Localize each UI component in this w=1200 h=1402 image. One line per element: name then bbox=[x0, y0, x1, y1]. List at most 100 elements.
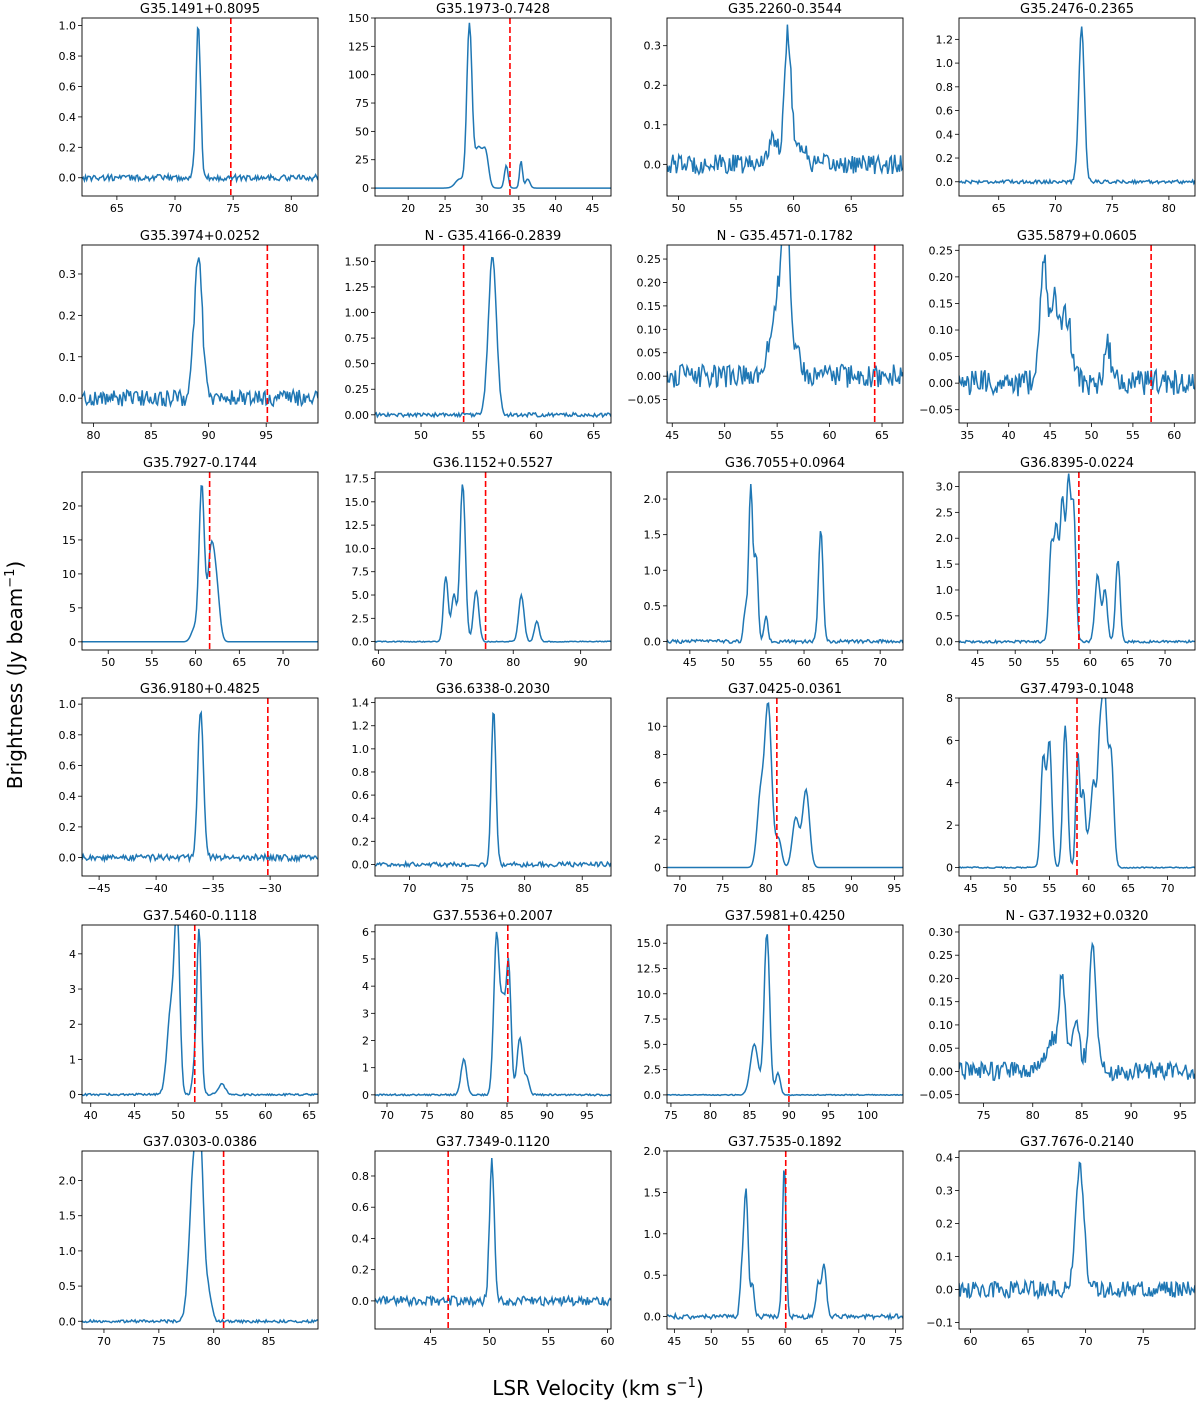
panel-title: G36.9180+0.4825 bbox=[140, 682, 260, 697]
x-tick-label: 85 bbox=[1075, 1109, 1089, 1122]
x-tick-label: 50 bbox=[171, 1109, 185, 1122]
x-tick-label: 70 bbox=[1158, 656, 1172, 669]
y-tick-label: 1.0 bbox=[644, 564, 662, 577]
y-tick-label: 0.0 bbox=[59, 852, 77, 865]
y-tick-label: 1.2 bbox=[352, 720, 370, 733]
y-tick-label: 0.1 bbox=[59, 351, 77, 364]
panel-frame bbox=[374, 1150, 612, 1330]
panel-title: G37.5981+0.4250 bbox=[725, 909, 845, 924]
x-tick-label: 60 bbox=[529, 429, 543, 442]
x-tick-label: 65 bbox=[1121, 882, 1135, 895]
x-tick-label: 85 bbox=[743, 1109, 757, 1122]
x-tick-label: 95 bbox=[580, 1109, 594, 1122]
y-tick-label: 0.1 bbox=[644, 119, 662, 132]
y-tick-label: 8 bbox=[946, 692, 953, 705]
y-tick-label: 2.0 bbox=[59, 1175, 77, 1188]
y-tick-label: 1 bbox=[362, 1062, 369, 1075]
y-tick-label: 3 bbox=[362, 1007, 369, 1020]
panel-frame bbox=[81, 244, 319, 424]
x-tick-label: 50 bbox=[672, 202, 686, 215]
y-tick-label: 0.0 bbox=[352, 858, 370, 871]
x-tick-label: 50 bbox=[721, 656, 735, 669]
y-tick-label: 0.4 bbox=[936, 128, 954, 141]
panel-title: G36.6338-0.2030 bbox=[436, 682, 550, 697]
y-tick-label: 0.6 bbox=[352, 1201, 370, 1214]
y-tick-label: 0 bbox=[946, 862, 953, 875]
y-tick-label: 0.6 bbox=[59, 760, 77, 773]
panel-frame bbox=[666, 244, 904, 424]
x-tick-label: 65 bbox=[232, 656, 246, 669]
y-tick-label: 0.00 bbox=[637, 370, 662, 383]
y-tick-label: 0.20 bbox=[929, 972, 954, 985]
panel-frame bbox=[958, 17, 1196, 197]
x-tick-label: 70 bbox=[97, 1335, 111, 1348]
y-tick-label: 0.0 bbox=[936, 176, 954, 189]
spectrum-line bbox=[959, 1161, 1195, 1301]
x-tick-label: 70 bbox=[380, 1109, 394, 1122]
y-tick-label: 0.2 bbox=[59, 821, 77, 834]
y-tick-label: 2 bbox=[69, 1018, 76, 1031]
x-tick-label: 80 bbox=[284, 202, 298, 215]
spectrum-line bbox=[82, 257, 318, 409]
spectrum-panel: G37.4793-0.1048 45 50 55 60 65 70 0 2 4 6 8 bbox=[946, 682, 1196, 895]
x-tick-label: 50 bbox=[704, 1335, 718, 1348]
x-tick-label: −45 bbox=[87, 882, 110, 895]
x-tick-label: −35 bbox=[202, 882, 225, 895]
spectrum-line bbox=[959, 473, 1195, 645]
x-tick-label: 60 bbox=[787, 202, 801, 215]
panel-frame bbox=[958, 244, 1196, 424]
panel-frame bbox=[81, 924, 319, 1104]
y-tick-label: 0.4 bbox=[59, 111, 77, 124]
y-tick-label: 150 bbox=[348, 12, 369, 25]
x-tick-label: 45 bbox=[665, 429, 679, 442]
spectrum-panel: G36.1152+0.5527 60 70 80 90 0.0 2.5 5.0 7.5 10.0 1… bbox=[345, 456, 612, 669]
x-tick-label: 50 bbox=[1003, 882, 1017, 895]
x-tick-label: 25 bbox=[438, 202, 452, 215]
x-tick-label: 70 bbox=[873, 656, 887, 669]
y-tick-label: 0 bbox=[69, 636, 76, 649]
panel-frame bbox=[374, 471, 612, 651]
y-tick-label: 0.2 bbox=[644, 79, 662, 92]
x-tick-label: 50 bbox=[718, 429, 732, 442]
y-tick-label: 0.0 bbox=[936, 636, 954, 649]
x-tick-label: 70 bbox=[852, 1335, 866, 1348]
x-tick-label: 80 bbox=[518, 882, 532, 895]
y-tick-label: 0.5 bbox=[644, 1269, 662, 1282]
panel-frame bbox=[958, 697, 1196, 877]
spectrum-line bbox=[82, 1151, 318, 1325]
x-tick-label: 60 bbox=[1083, 656, 1097, 669]
x-tick-label: 85 bbox=[144, 429, 158, 442]
spectrum-line bbox=[667, 24, 903, 176]
x-tick-label: 60 bbox=[189, 656, 203, 669]
y-tick-label: 5.0 bbox=[644, 1038, 662, 1051]
y-tick-label: 5.0 bbox=[352, 589, 370, 602]
panel-title: G37.0303-0.0386 bbox=[143, 1135, 257, 1150]
panel-title: N - G37.1932+0.0320 bbox=[1006, 909, 1149, 924]
panel-title: G35.1973-0.7428 bbox=[436, 2, 550, 17]
panel-title: G35.7927-0.1744 bbox=[143, 456, 257, 471]
x-tick-label: 85 bbox=[500, 1109, 514, 1122]
x-tick-label: 55 bbox=[541, 1335, 555, 1348]
spectrum-line bbox=[375, 931, 611, 1097]
y-tick-label: 7.5 bbox=[352, 566, 370, 579]
panel-title: G35.1491+0.8095 bbox=[140, 2, 260, 17]
x-tick-label: 70 bbox=[1079, 1335, 1093, 1348]
y-tick-label: 2 bbox=[654, 833, 661, 846]
panel-title: G35.5879+0.0605 bbox=[1017, 229, 1137, 244]
x-tick-label: 95 bbox=[821, 1109, 835, 1122]
y-tick-label: 1.50 bbox=[345, 255, 370, 268]
spectrum-panel: G37.7535-0.1892 45 50 55 60 65 70 75 0.0 0.5 1.0 1.… bbox=[644, 1135, 904, 1348]
y-tick-label: 0.15 bbox=[929, 996, 954, 1009]
y-tick-label: 5 bbox=[362, 953, 369, 966]
x-tick-label: 55 bbox=[215, 1109, 229, 1122]
y-tick-label: 0.25 bbox=[345, 383, 370, 396]
spectrum-line bbox=[667, 245, 903, 389]
y-tick-label: 0.4 bbox=[352, 812, 370, 825]
y-tick-label: 0.5 bbox=[936, 610, 954, 623]
x-tick-label: 45 bbox=[971, 656, 985, 669]
y-tick-label: 1.00 bbox=[345, 307, 370, 320]
y-tick-label: 0.4 bbox=[936, 1152, 954, 1165]
panel-title: G37.0425-0.0361 bbox=[728, 682, 842, 697]
